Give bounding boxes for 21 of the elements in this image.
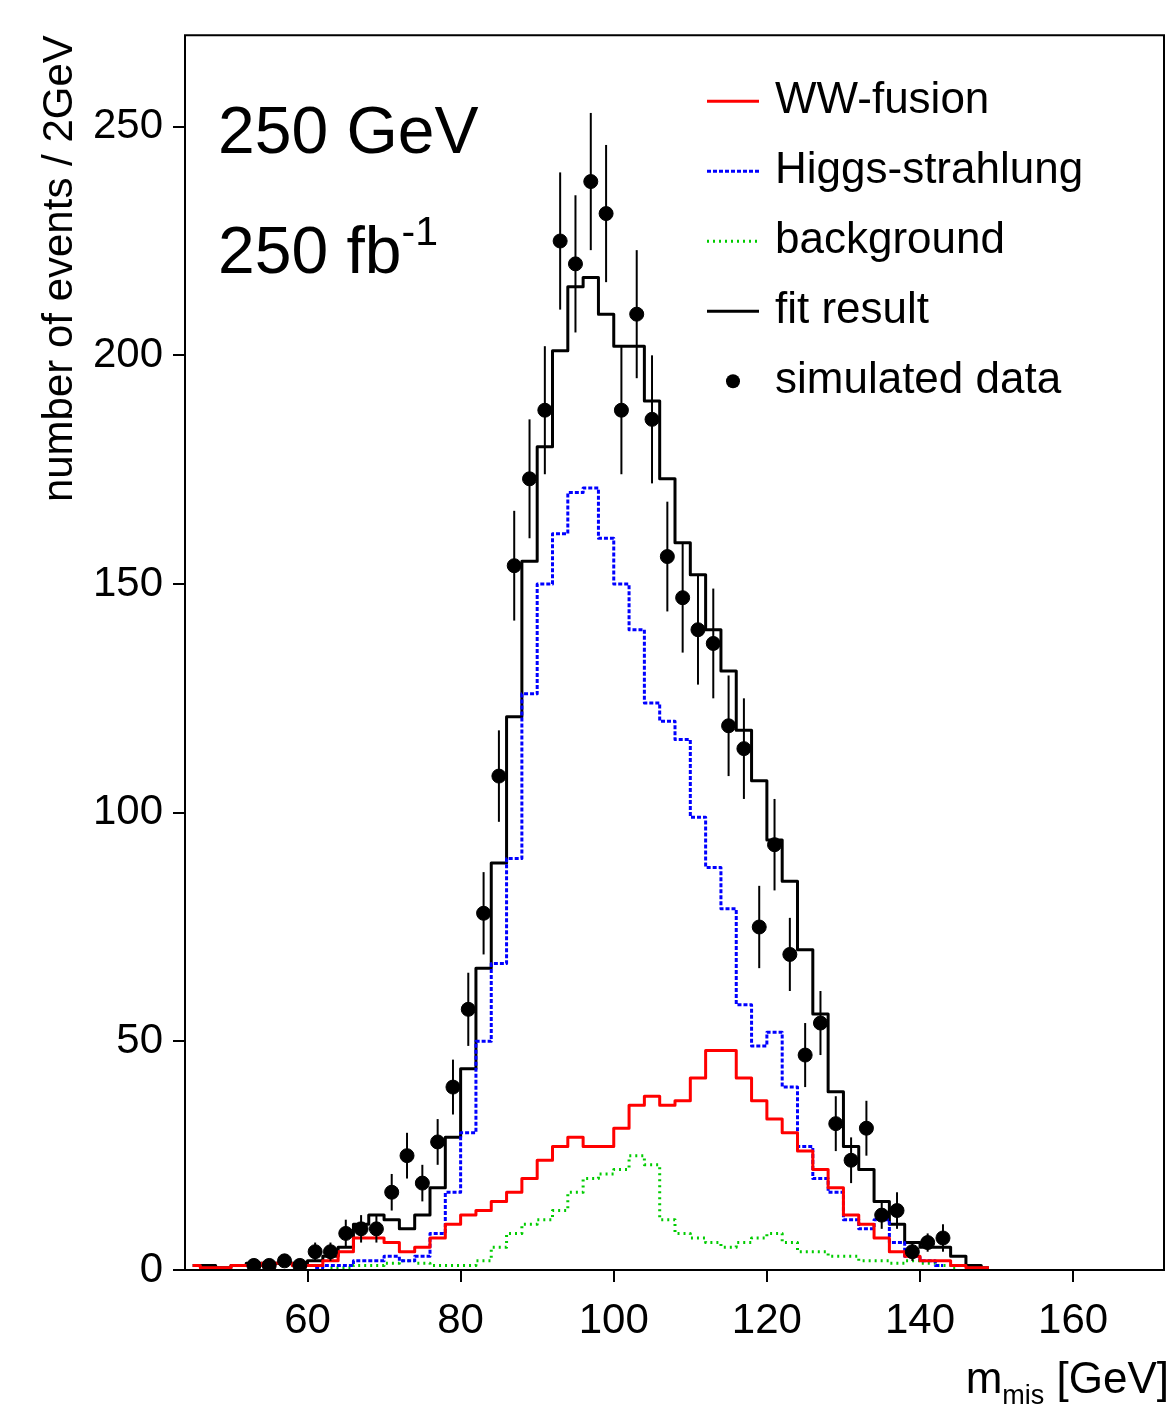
x-tick-label: 140 [884, 1294, 956, 1342]
x-tick-label: 80 [437, 1294, 484, 1342]
point [277, 1253, 293, 1269]
y-tick-label: 50 [116, 1014, 163, 1062]
legend-label: WW-fusion [775, 73, 990, 123]
legend-label: fit result [775, 283, 930, 333]
y-tick-label: 150 [92, 557, 163, 605]
x-tick-label: 100 [578, 1294, 649, 1342]
y-tick-label: 200 [92, 328, 163, 376]
x-tick-label: 120 [731, 1294, 802, 1342]
legend-label: Higgs-strahlung [775, 143, 1084, 193]
legend-label: simulated data [775, 353, 1062, 403]
y-tick-label: 0 [139, 1243, 163, 1291]
x-tick-label: 160 [1038, 1294, 1109, 1342]
y-tick-label: 250 [92, 100, 163, 148]
point [246, 1257, 262, 1270]
y-axis-title: number of events / 2GeV [34, 35, 81, 503]
legend-label: background [775, 213, 1005, 263]
x-tick-label: 60 [284, 1294, 331, 1342]
annotation: 250 GeV [218, 93, 479, 168]
y-tick-label: 100 [92, 786, 163, 834]
